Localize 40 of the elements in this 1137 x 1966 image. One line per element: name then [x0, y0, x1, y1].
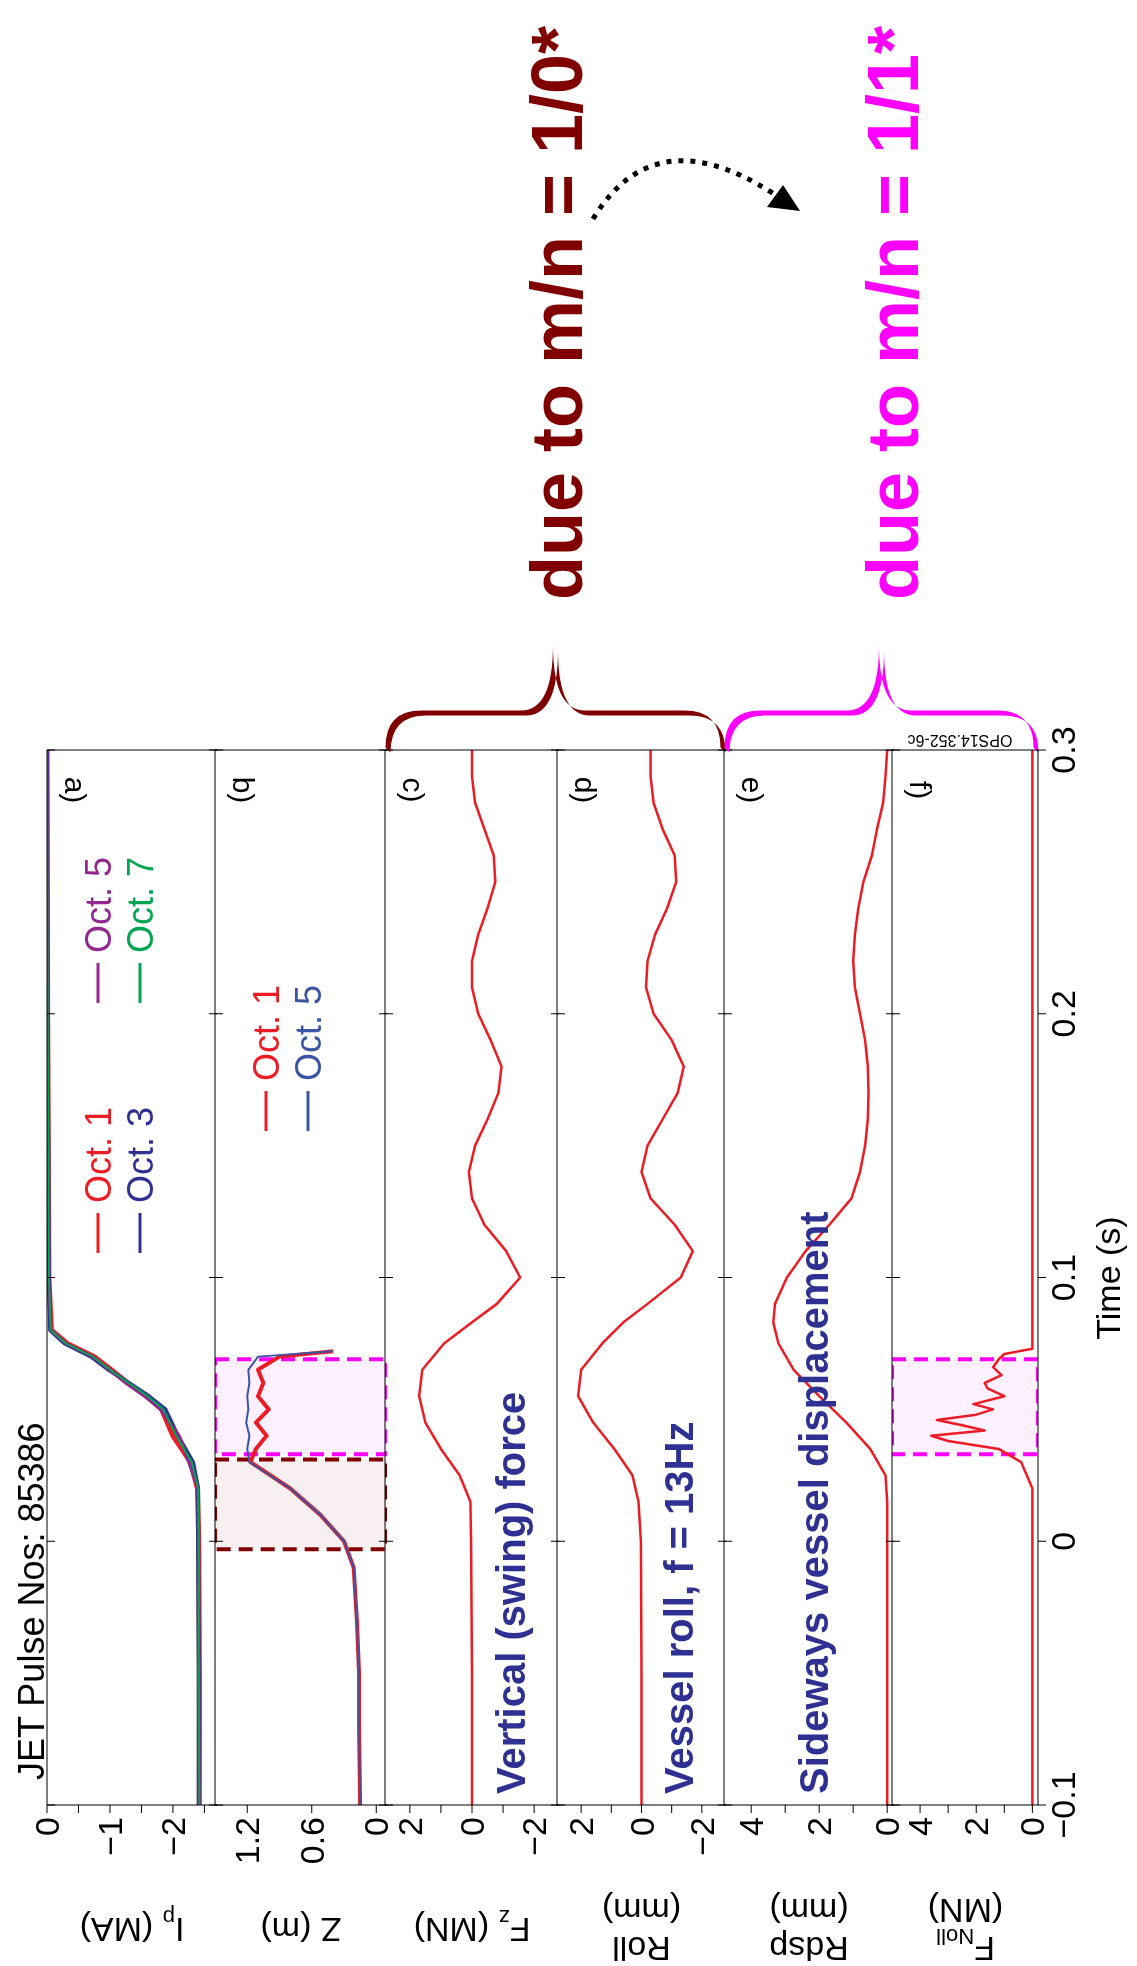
annotation: d) — [569, 776, 603, 804]
text: Oct. 3 — [119, 1106, 161, 1203]
y-tick-label: 0.3 — [1043, 726, 1082, 774]
text: Oct. 1 — [245, 984, 287, 1081]
text: due to m/n = 1/1* — [853, 25, 933, 600]
x-tick-label: 4 — [732, 1817, 771, 1836]
x-tick-label: −2 — [515, 1817, 554, 1856]
x-axis-title: Rdsp (mm) — [769, 1892, 849, 1966]
x-axis-title: Roll (mm) — [601, 1892, 682, 1966]
annotation: a) — [59, 776, 93, 804]
y-tick-label: 0.2 — [1043, 990, 1082, 1038]
y-tick-label: 0.1 — [1043, 1253, 1082, 1302]
y-tick-label: 0 — [1043, 1531, 1082, 1551]
x-tick-label: 1.2 — [228, 1817, 267, 1865]
text: Oct. 5 — [77, 856, 119, 953]
x-tick-label: 2 — [562, 1817, 601, 1836]
x-tick-label: 0 — [28, 1817, 66, 1836]
x-tick-label: 0 — [453, 1817, 491, 1836]
annotation: b) — [227, 776, 261, 804]
x-tick-label: −1 — [90, 1817, 129, 1856]
x-axis-title: Z (m) — [260, 1911, 342, 1949]
annotation: e) — [736, 776, 770, 804]
text: JET Pulse Nos: 85386 — [10, 1422, 52, 1780]
x-tick-label: −2 — [153, 1817, 192, 1856]
x-tick-label: 0 — [622, 1817, 661, 1836]
x-tick-label: 0.6 — [292, 1817, 331, 1865]
text: Oct. 1 — [77, 1106, 119, 1203]
x-tick-label: 2 — [800, 1817, 839, 1836]
annotation: f) — [904, 780, 938, 800]
x-tick-label: 2 — [957, 1817, 996, 1836]
annotation: Vertical (swing) force — [489, 1391, 533, 1794]
annotation: Vessel roll, f = 13Hz — [657, 1421, 701, 1794]
text: OPS14.352-6c — [907, 732, 1013, 750]
annotation: Sideways vessel displacement — [792, 1211, 836, 1794]
text: due to m/n = 1/0* — [517, 25, 597, 600]
text: Oct. 5 — [287, 984, 329, 1081]
x-tick-label: −2 — [682, 1817, 721, 1856]
annotation: c) — [397, 777, 431, 803]
y-axis-title: Time (s) — [1089, 1216, 1127, 1340]
text: Oct. 7 — [119, 856, 161, 953]
